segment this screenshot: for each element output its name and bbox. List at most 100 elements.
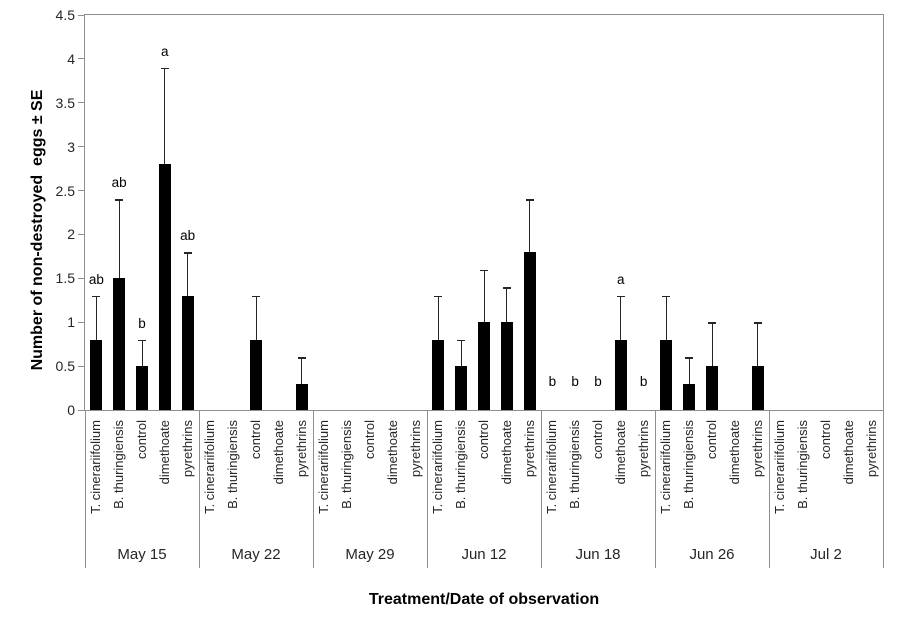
x-axis-title: Treatment/Date of observation [368, 591, 600, 608]
treatment-label: B. thuringiensis [453, 420, 469, 509]
error-bar-line [665, 295, 667, 340]
treatment-label: T. cinerariifolium [544, 420, 560, 514]
y-tick-label: 2.5 [55, 182, 75, 199]
y-tick [78, 409, 85, 411]
date-label: Jul 2 [810, 546, 842, 563]
bar [432, 339, 445, 410]
treatment-label: B. thuringiensis [795, 420, 811, 509]
error-bar-cap [525, 199, 534, 201]
error-bar-line [757, 322, 759, 367]
date-label: Jun 18 [575, 546, 621, 563]
treatment-label: T. cinerariifolium [658, 420, 674, 514]
treatment-label: pyrethrins [407, 420, 423, 478]
y-tick-label: 4 [67, 50, 75, 67]
significance-letter: a [161, 43, 169, 59]
y-tick-label: 2 [67, 226, 75, 243]
bar [500, 322, 513, 410]
y-tick [78, 233, 85, 235]
treatment-label: T. cinerariifolium [316, 420, 332, 514]
date-label: May 15 [117, 546, 167, 563]
error-bar-line [301, 357, 303, 384]
error-bar-line [529, 199, 531, 252]
significance-letter: ab [180, 228, 196, 243]
y-tick-label: 1.5 [55, 270, 75, 287]
error-bar-line [187, 252, 189, 296]
y-tick-label: 3.5 [55, 94, 75, 111]
y-tick [78, 102, 85, 104]
error-bar-cap [138, 339, 146, 342]
error-bar-line [118, 199, 120, 279]
treatment-label: control [134, 420, 149, 460]
group-separator [313, 410, 314, 568]
treatment-label: pyrethrins [293, 420, 309, 478]
error-bar-line [95, 295, 97, 340]
treatment-label: dimethoate [726, 420, 742, 485]
bar [250, 339, 262, 410]
bar [523, 252, 536, 410]
treatment-label: control [704, 420, 719, 460]
error-bar-line [164, 67, 166, 165]
treatment-label: pyrethrins [749, 420, 765, 478]
error-bar-cap [434, 295, 443, 298]
treatment-label: dimethoate [612, 420, 628, 485]
bar [706, 366, 718, 410]
error-bar-line [460, 339, 462, 367]
date-label: Jun 12 [461, 546, 507, 563]
error-bar-cap [297, 357, 306, 359]
bar [683, 383, 696, 410]
bar [113, 278, 126, 410]
treatment-label: T. cinerariifolium [202, 420, 218, 514]
group-separator [655, 410, 656, 568]
bar [455, 366, 468, 410]
significance-letter: b [571, 374, 579, 389]
error-bar-line [688, 357, 690, 384]
bar [136, 366, 148, 410]
treatment-label: pyrethrins [635, 420, 651, 478]
group-separator [541, 410, 542, 568]
significance-letter: ab [88, 271, 104, 287]
significance-letter: b [138, 315, 146, 331]
group-separator [199, 410, 200, 568]
error-bar-line [711, 322, 713, 367]
error-bar-line [255, 295, 257, 340]
significance-letter: b [639, 374, 648, 389]
treatment-label: control [818, 420, 833, 460]
significance-letter: b [594, 374, 602, 389]
error-bar-line [506, 287, 508, 323]
y-tick [78, 190, 85, 192]
date-label: Jun 26 [689, 546, 735, 563]
error-bar-cap [480, 269, 488, 272]
y-tick [78, 146, 85, 148]
y-tick-label: 1 [67, 314, 75, 331]
treatment-label: dimethoate [498, 420, 514, 485]
bar [295, 383, 308, 410]
y-tick-label: 0.5 [55, 358, 75, 375]
y-tick [78, 58, 85, 60]
error-bar-cap [457, 339, 466, 342]
treatment-label: control [248, 420, 263, 460]
error-bar-cap [252, 295, 260, 298]
group-separator [85, 410, 86, 568]
y-tick [78, 365, 85, 367]
treatment-label: T. cinerariifolium [88, 420, 104, 514]
error-bar-cap [753, 322, 762, 324]
bar [660, 339, 673, 410]
treatment-label: B. thuringiensis [339, 420, 355, 509]
treatment-label: B. thuringiensis [225, 420, 241, 509]
error-bar-cap [662, 295, 671, 298]
y-tick [78, 14, 85, 16]
treatment-label: control [362, 420, 377, 460]
treatment-label: dimethoate [840, 420, 856, 485]
significance-letter: ab [111, 175, 127, 191]
error-bar-line [141, 339, 143, 367]
group-separator [883, 410, 884, 568]
date-label: May 29 [345, 546, 395, 563]
error-bar-line [437, 295, 439, 340]
bar [90, 339, 103, 410]
error-bar-cap [115, 199, 124, 201]
treatment-label: dimethoate [156, 420, 172, 485]
treatment-label: B. thuringiensis [681, 420, 697, 509]
bar [158, 164, 171, 410]
bar [751, 366, 764, 410]
treatment-label: dimethoate [384, 420, 400, 485]
